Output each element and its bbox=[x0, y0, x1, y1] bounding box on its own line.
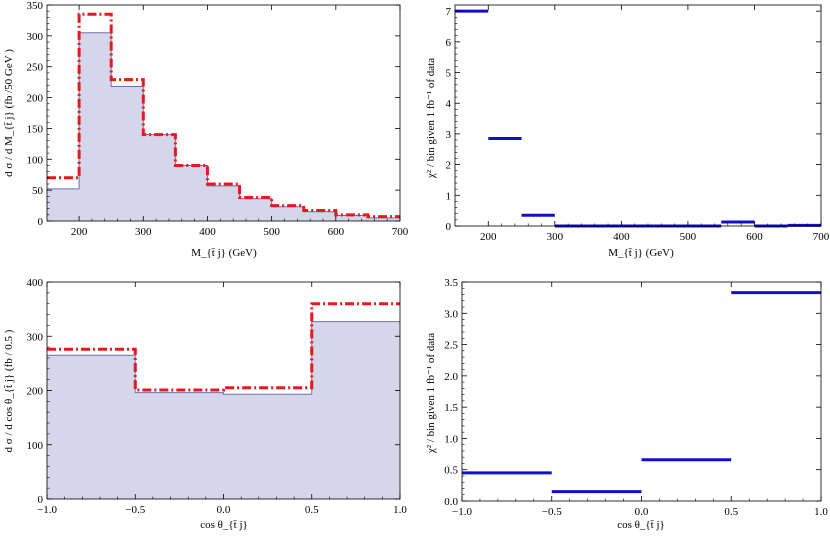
y-tick-label: 0.5 bbox=[444, 465, 458, 477]
x-tick-label: 400 bbox=[199, 226, 216, 238]
y-tick-label: 1 bbox=[446, 190, 452, 202]
y-tick-label: 300 bbox=[27, 331, 44, 343]
y-axis-label: d σ / d M_{t̄ j} (fb /50 GeV ) bbox=[3, 49, 15, 177]
x-tick-label: 1.0 bbox=[393, 504, 407, 516]
y-tick-label: 150 bbox=[27, 123, 44, 135]
y-tick-label: 100 bbox=[27, 154, 44, 166]
x-tick-label: 200 bbox=[71, 226, 88, 238]
model-dashdot-line bbox=[47, 12, 400, 219]
x-tick-label: 0.0 bbox=[217, 504, 231, 516]
y-tick-label: 0 bbox=[38, 216, 44, 228]
y-tick-label: 350 bbox=[27, 0, 44, 12]
y-tick-label: 0.0 bbox=[444, 496, 458, 508]
x-tick-label: 500 bbox=[680, 231, 697, 243]
panel-bottom-right-chi2: cos θ_{t̄ j} χ² / bin given 1 fb⁻¹ of da… bbox=[425, 277, 828, 531]
y-axis-label: χ² / bin given 1 fb⁻¹ of data bbox=[425, 58, 437, 179]
plot-frame bbox=[46, 4, 401, 222]
x-tick-label: 1.0 bbox=[814, 506, 828, 518]
y-tick-label: 3.0 bbox=[444, 308, 458, 320]
x-tick-label: 300 bbox=[135, 226, 152, 238]
x-tick-label: −0.5 bbox=[125, 504, 145, 516]
y-tick-label: 200 bbox=[27, 93, 44, 105]
x-tick-label: 200 bbox=[480, 231, 497, 243]
model-dashdot-line bbox=[47, 302, 400, 392]
x-tick-label: 700 bbox=[813, 231, 830, 243]
y-tick-label: 7 bbox=[446, 6, 452, 18]
y-tick-label: 0 bbox=[38, 494, 44, 506]
y-axis-label: d σ / d cos θ_{t̄ j} (fb / 0.5 ) bbox=[3, 329, 15, 452]
x-tick-label: 0.5 bbox=[724, 506, 738, 518]
y-tick-label: 1.0 bbox=[444, 433, 458, 445]
y-tick-label: 50 bbox=[32, 185, 44, 197]
x-tick-label: 0.0 bbox=[635, 506, 649, 518]
panel-top-left-histogram: M_{t̄ j} (GeV) d σ / d M_{t̄ j} (fb /50 … bbox=[3, 0, 409, 259]
y-tick-label: 1.5 bbox=[444, 402, 458, 414]
x-axis-label: M_{t̄ j} (GeV) bbox=[608, 247, 674, 259]
y-tick-label: 0 bbox=[446, 221, 452, 233]
x-tick-label: −0.5 bbox=[542, 506, 562, 518]
x-axis-label: M_{t̄ j} (GeV) bbox=[191, 247, 257, 259]
x-tick-label: 0.5 bbox=[305, 504, 319, 516]
x-tick-label: 500 bbox=[263, 226, 280, 238]
y-tick-label: 250 bbox=[27, 62, 44, 74]
y-tick-label: 3 bbox=[446, 129, 452, 141]
y-tick-label: 2.0 bbox=[444, 371, 458, 383]
y-tick-label: 4 bbox=[446, 98, 452, 110]
histogram-fill bbox=[47, 32, 400, 222]
x-tick-label: −1.0 bbox=[37, 504, 57, 516]
y-tick-label: 300 bbox=[27, 31, 44, 43]
x-tick-label: 700 bbox=[392, 226, 409, 238]
y-tick-label: 2 bbox=[446, 160, 452, 172]
y-tick-label: 2.5 bbox=[444, 340, 458, 352]
x-tick-label: 600 bbox=[746, 231, 763, 243]
y-tick-label: 6 bbox=[446, 37, 452, 49]
panel-top-right-chi2: M_{t̄ j} (GeV) χ² / bin given 1 fb⁻¹ of … bbox=[425, 4, 830, 259]
x-tick-label: 400 bbox=[613, 231, 630, 243]
y-tick-label: 3.5 bbox=[444, 277, 458, 289]
plot-frame bbox=[454, 4, 822, 227]
y-tick-label: 5 bbox=[446, 68, 452, 80]
x-axis-label: cos θ_{t̄ j} bbox=[200, 519, 248, 531]
x-tick-label: 300 bbox=[547, 231, 564, 243]
y-tick-label: 400 bbox=[27, 277, 44, 289]
y-axis-label: χ² / bin given 1 fb⁻¹ of data bbox=[425, 333, 437, 454]
plot-frame bbox=[461, 281, 822, 502]
x-axis-label: cos θ_{t̄ j} bbox=[617, 519, 665, 531]
x-tick-label: −1.0 bbox=[452, 506, 472, 518]
y-tick-label: 200 bbox=[27, 386, 44, 398]
y-tick-label: 100 bbox=[27, 440, 44, 452]
x-tick-label: 600 bbox=[328, 226, 345, 238]
panel-bottom-left-histogram: cos θ_{t̄ j} d σ / d cos θ_{t̄ j} (fb / … bbox=[3, 277, 407, 531]
